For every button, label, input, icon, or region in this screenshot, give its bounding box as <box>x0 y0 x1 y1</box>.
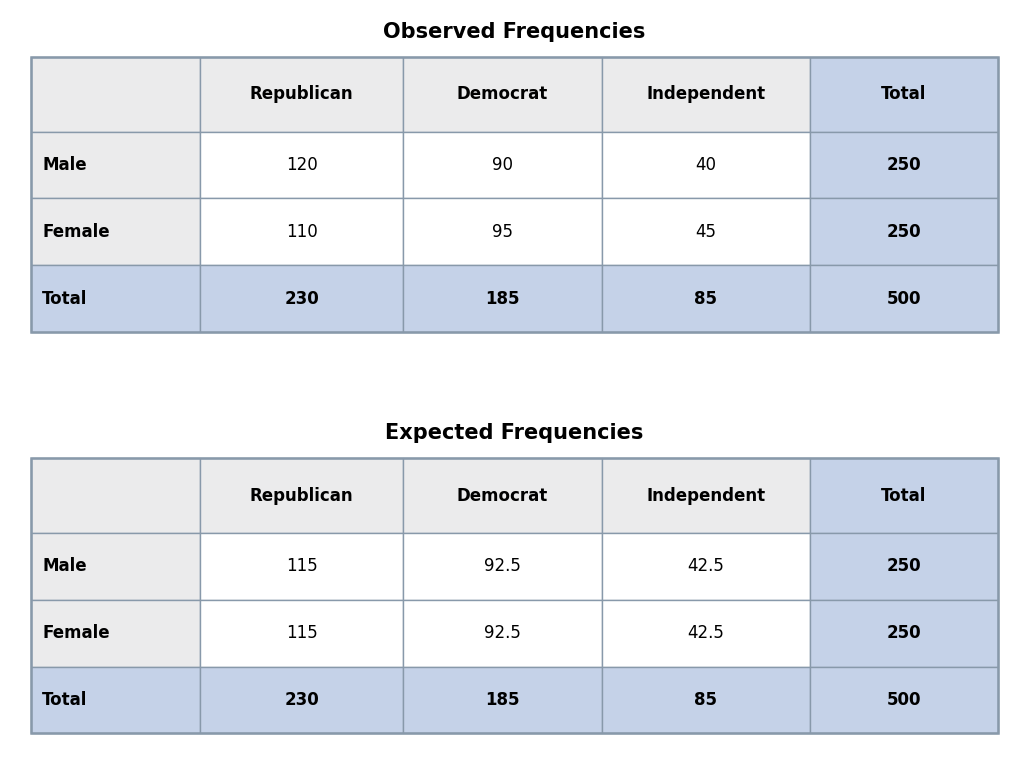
Text: 250: 250 <box>887 223 922 241</box>
Text: Republican: Republican <box>250 487 353 504</box>
Text: 250: 250 <box>887 624 922 642</box>
Text: Male: Male <box>42 156 87 174</box>
Text: 42.5: 42.5 <box>687 557 724 575</box>
Text: Expected Frequencies: Expected Frequencies <box>385 423 644 443</box>
Bar <box>31 458 200 533</box>
Text: 115: 115 <box>286 557 317 575</box>
Bar <box>602 57 810 131</box>
Bar <box>810 666 998 733</box>
Text: 45: 45 <box>695 223 716 241</box>
Text: 92.5: 92.5 <box>484 557 521 575</box>
Text: Independent: Independent <box>646 86 765 103</box>
Bar <box>602 131 810 199</box>
Bar <box>31 131 200 199</box>
Text: Total: Total <box>882 86 927 103</box>
Bar <box>403 131 602 199</box>
Bar <box>31 533 200 600</box>
Text: Total: Total <box>42 691 88 709</box>
Text: Total: Total <box>42 290 88 308</box>
Bar <box>810 131 998 199</box>
Text: 85: 85 <box>694 691 717 709</box>
Bar <box>200 131 403 199</box>
Bar <box>810 600 998 666</box>
Text: Observed Frequencies: Observed Frequencies <box>383 22 646 42</box>
Bar <box>200 458 403 533</box>
Bar <box>602 533 810 600</box>
Text: 42.5: 42.5 <box>687 624 724 642</box>
Text: 185: 185 <box>485 691 520 709</box>
Bar <box>200 666 403 733</box>
Bar <box>403 533 602 600</box>
Text: 250: 250 <box>887 557 922 575</box>
Text: 120: 120 <box>286 156 317 174</box>
Text: 85: 85 <box>694 290 717 308</box>
Bar <box>602 458 810 533</box>
Bar <box>31 600 200 666</box>
Text: Democrat: Democrat <box>457 86 548 103</box>
Bar <box>403 666 602 733</box>
Bar <box>403 600 602 666</box>
Text: 250: 250 <box>887 156 922 174</box>
Text: Female: Female <box>42 223 110 241</box>
Bar <box>403 458 602 533</box>
Bar <box>31 57 200 131</box>
Bar <box>200 533 403 600</box>
Bar <box>403 265 602 332</box>
Text: Total: Total <box>882 487 927 504</box>
Text: 92.5: 92.5 <box>484 624 521 642</box>
Bar <box>31 666 200 733</box>
Text: Republican: Republican <box>250 86 353 103</box>
Bar <box>810 199 998 265</box>
Bar <box>403 57 602 131</box>
Bar <box>200 199 403 265</box>
Bar <box>810 265 998 332</box>
Bar <box>31 199 200 265</box>
Text: 230: 230 <box>285 691 319 709</box>
Bar <box>602 666 810 733</box>
Text: 185: 185 <box>485 290 520 308</box>
Text: 110: 110 <box>286 223 317 241</box>
Text: 40: 40 <box>695 156 716 174</box>
Bar <box>602 265 810 332</box>
Bar <box>200 600 403 666</box>
Text: Male: Male <box>42 557 87 575</box>
Bar <box>31 265 200 332</box>
Bar <box>810 458 998 533</box>
Text: 230: 230 <box>285 290 319 308</box>
Text: 95: 95 <box>492 223 513 241</box>
Text: 500: 500 <box>887 691 922 709</box>
Text: Female: Female <box>42 624 110 642</box>
Bar <box>200 265 403 332</box>
Text: 90: 90 <box>492 156 513 174</box>
Text: Democrat: Democrat <box>457 487 548 504</box>
Bar <box>602 199 810 265</box>
Bar <box>810 57 998 131</box>
Text: 115: 115 <box>286 624 317 642</box>
Text: Independent: Independent <box>646 487 765 504</box>
Bar <box>403 199 602 265</box>
Bar <box>200 57 403 131</box>
Text: 500: 500 <box>887 290 922 308</box>
Bar <box>602 600 810 666</box>
Bar <box>810 533 998 600</box>
